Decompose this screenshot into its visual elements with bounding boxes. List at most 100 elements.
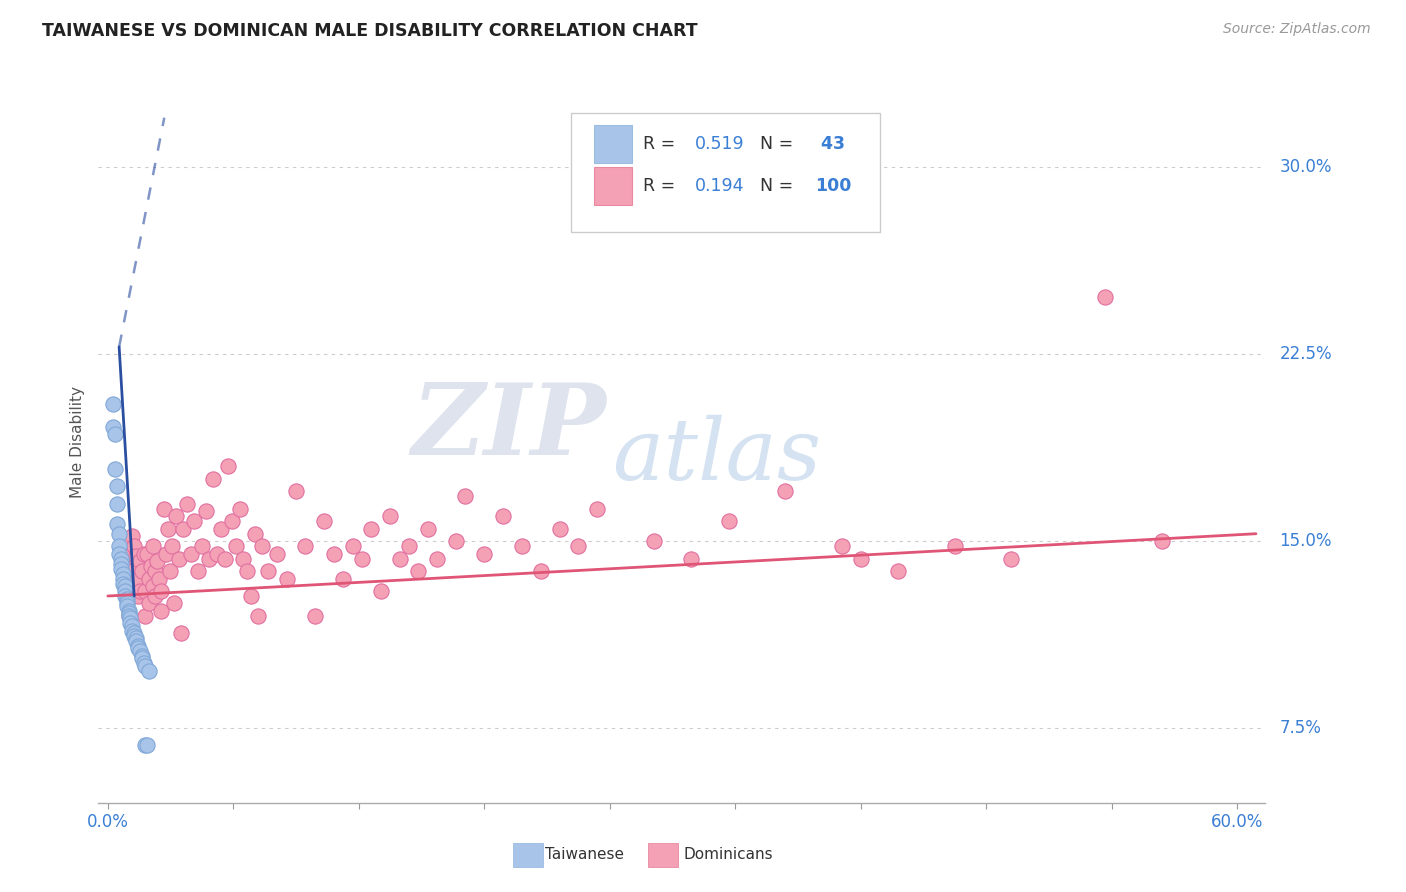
Point: [108, 547, 131, 561]
Point: [266, 547, 288, 561]
Text: Source: ZipAtlas.com: Source: ZipAtlas.com: [1223, 22, 1371, 37]
Point: [131, 564, 153, 578]
Point: [388, 551, 411, 566]
FancyBboxPatch shape: [595, 125, 631, 162]
Point: [548, 522, 571, 536]
Point: [143, 589, 166, 603]
Point: [138, 597, 160, 611]
Point: [530, 564, 553, 578]
Point: [426, 551, 449, 566]
Point: [157, 522, 180, 536]
Point: [117, 607, 139, 621]
Point: [125, 633, 148, 648]
Point: [149, 584, 172, 599]
Point: [250, 539, 273, 553]
Point: [134, 739, 156, 753]
Point: [444, 534, 467, 549]
Point: [110, 561, 132, 575]
Point: [117, 609, 139, 624]
Text: R =: R =: [644, 135, 681, 153]
Point: [121, 624, 143, 638]
Text: TAIWANESE VS DOMINICAN MALE DISABILITY CORRELATION CHART: TAIWANESE VS DOMINICAN MALE DISABILITY C…: [42, 22, 697, 40]
Point: [155, 547, 177, 561]
Point: [191, 539, 214, 553]
Point: [360, 522, 382, 536]
Point: [128, 554, 150, 568]
FancyBboxPatch shape: [513, 843, 543, 867]
Point: [225, 539, 247, 553]
Point: [170, 626, 193, 640]
Point: [172, 522, 194, 536]
Point: [160, 539, 183, 553]
Point: [217, 459, 239, 474]
Point: [110, 551, 132, 566]
Text: N =: N =: [761, 135, 799, 153]
Point: [294, 539, 316, 553]
Point: [108, 539, 131, 553]
Point: [163, 597, 186, 611]
Point: [380, 509, 402, 524]
Point: [103, 397, 125, 411]
Point: [183, 514, 205, 528]
Point: [314, 514, 336, 528]
Point: [1094, 290, 1116, 304]
Point: [142, 579, 165, 593]
Point: [111, 576, 134, 591]
Point: [122, 539, 145, 553]
Point: [187, 564, 209, 578]
Point: [121, 529, 143, 543]
Point: [416, 522, 439, 536]
Point: [120, 611, 142, 625]
Point: [169, 551, 191, 566]
Point: [131, 651, 153, 665]
Point: [136, 739, 159, 753]
Point: [205, 547, 228, 561]
Point: [127, 639, 149, 653]
Point: [454, 489, 477, 503]
Point: [1150, 534, 1173, 549]
Point: [256, 564, 278, 578]
Point: [114, 584, 136, 599]
Point: [104, 462, 127, 476]
Point: [108, 526, 131, 541]
Point: [134, 658, 156, 673]
Point: [115, 597, 138, 611]
Point: [117, 609, 139, 624]
Point: [221, 514, 243, 528]
Point: [127, 589, 149, 603]
Point: [115, 547, 138, 561]
Point: [408, 564, 430, 578]
Point: [176, 497, 198, 511]
Point: [125, 549, 148, 563]
Point: [132, 657, 155, 671]
Point: [148, 572, 170, 586]
Y-axis label: Male Disability: Male Disability: [70, 385, 86, 498]
FancyBboxPatch shape: [595, 167, 631, 204]
Text: 15.0%: 15.0%: [1279, 533, 1331, 550]
Point: [228, 501, 250, 516]
Point: [111, 572, 134, 586]
Point: [180, 547, 202, 561]
Point: [153, 501, 176, 516]
Point: [111, 559, 134, 574]
Point: [114, 589, 136, 603]
Point: [128, 584, 150, 599]
Text: ZIP: ZIP: [411, 379, 606, 475]
Point: [165, 509, 187, 524]
Point: [111, 566, 134, 581]
Point: [121, 564, 143, 578]
Point: [103, 419, 125, 434]
Point: [117, 584, 139, 599]
Text: 7.5%: 7.5%: [1279, 719, 1322, 737]
Point: [276, 572, 298, 586]
Point: [943, 539, 966, 553]
Text: 22.5%: 22.5%: [1279, 345, 1331, 363]
Point: [128, 644, 150, 658]
Point: [198, 551, 221, 566]
Point: [122, 629, 145, 643]
Point: [239, 589, 262, 603]
Point: [134, 584, 156, 599]
Point: [232, 551, 254, 566]
Point: [831, 539, 853, 553]
Text: R =: R =: [644, 177, 681, 194]
